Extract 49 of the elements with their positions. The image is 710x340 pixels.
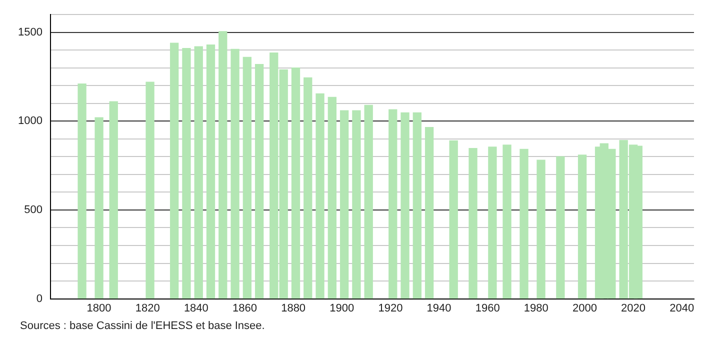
- y-tick-label: 1000: [18, 115, 42, 128]
- bar: [254, 64, 264, 299]
- bar: [364, 104, 373, 299]
- bar: [78, 84, 86, 299]
- bar: [146, 82, 154, 299]
- bar: [182, 48, 191, 299]
- bar: [340, 110, 349, 299]
- source-note: Sources : base Cassini de l'EHESS et base Insee.: [20, 320, 265, 332]
- bar: [170, 42, 179, 299]
- bar: [316, 93, 324, 299]
- y-tick-label: 500: [24, 204, 42, 216]
- x-tick-label: 1840: [184, 302, 208, 314]
- bar: [230, 48, 240, 299]
- bar: [520, 148, 528, 299]
- bar: [194, 46, 203, 299]
- x-tick-label: 1900: [330, 302, 354, 314]
- x-tick-label: 1820: [135, 302, 160, 314]
- bar: [556, 156, 565, 299]
- bar: [488, 146, 497, 299]
- bar: [468, 148, 478, 299]
- bar: [578, 154, 587, 299]
- bar: [291, 68, 300, 299]
- x-tick-label: 1860: [232, 302, 257, 314]
- y-tick-label: 1500: [18, 26, 42, 38]
- bar: [388, 109, 398, 299]
- bar: [242, 56, 252, 299]
- x-tick-label: 1880: [281, 302, 306, 314]
- x-tick-label: 2000: [572, 302, 597, 314]
- bar: [94, 117, 104, 299]
- x-tick-label: 1920: [378, 302, 403, 314]
- bar: [449, 140, 458, 299]
- bar: [206, 44, 216, 299]
- bar: [328, 96, 336, 299]
- bar: [424, 127, 434, 299]
- bar: [412, 112, 422, 299]
- bar: [400, 112, 410, 299]
- x-tick-label: 1980: [524, 302, 548, 314]
- bar: [109, 101, 118, 299]
- bar: [304, 77, 312, 299]
- x-tick-label: 2020: [621, 302, 646, 314]
- bar: [218, 31, 228, 299]
- x-tick-label: 1940: [426, 302, 452, 314]
- bar: [536, 160, 546, 299]
- y-tick-label: 0: [36, 292, 42, 305]
- bar: [502, 144, 512, 299]
- x-tick-label: 1960: [475, 302, 500, 314]
- bar: [352, 110, 361, 299]
- x-tick-label: 2040: [670, 302, 694, 314]
- x-tick-label: 1800: [86, 302, 112, 314]
